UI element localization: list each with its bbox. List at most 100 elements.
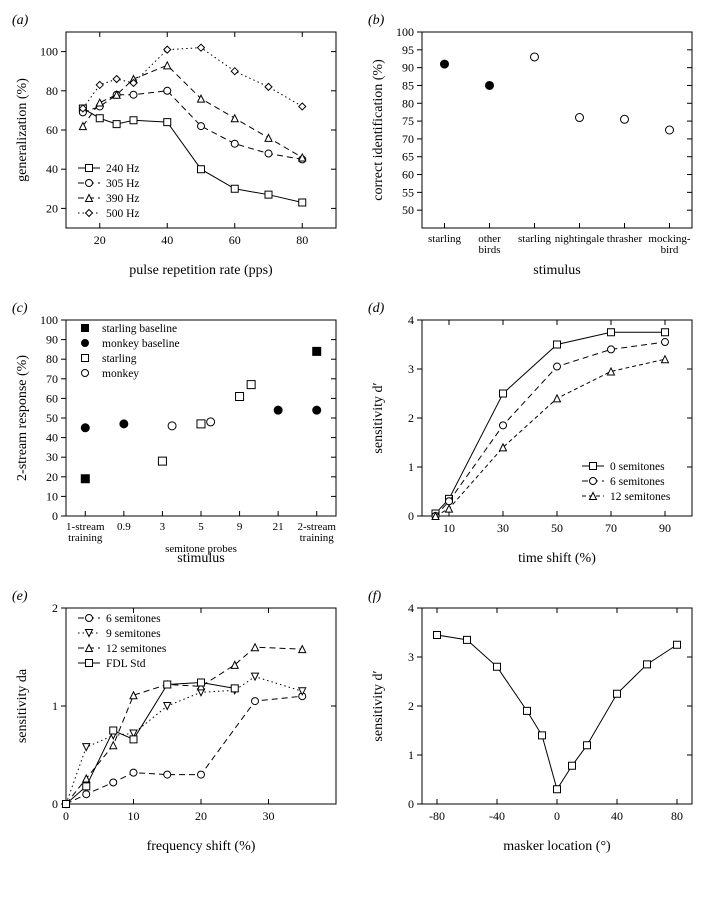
svg-text:training: training [300, 532, 335, 544]
svg-text:90: 90 [46, 333, 58, 347]
svg-text:90: 90 [659, 521, 671, 535]
svg-text:training: training [68, 532, 103, 544]
svg-text:500 Hz: 500 Hz [106, 208, 140, 220]
panel-b: (b)50556065707580859095100starlingotherb… [366, 10, 702, 280]
svg-text:80: 80 [46, 352, 58, 366]
svg-text:70: 70 [605, 521, 617, 535]
svg-text:0: 0 [63, 809, 69, 823]
svg-text:(a): (a) [12, 13, 29, 28]
svg-text:starling baseline: starling baseline [102, 323, 177, 335]
svg-text:240 Hz: 240 Hz [106, 163, 140, 175]
svg-text:100: 100 [40, 45, 58, 59]
svg-text:0.9: 0.9 [117, 521, 131, 533]
svg-text:40: 40 [611, 809, 623, 823]
svg-text:390 Hz: 390 Hz [106, 193, 140, 205]
svg-text:0: 0 [408, 509, 414, 523]
svg-text:1: 1 [408, 748, 414, 762]
svg-text:(d): (d) [368, 301, 385, 316]
svg-text:-40: -40 [489, 809, 505, 823]
svg-text:70: 70 [402, 132, 414, 146]
svg-text:3: 3 [408, 362, 414, 376]
svg-text:10: 10 [128, 809, 140, 823]
svg-text:50: 50 [46, 411, 58, 425]
svg-text:30: 30 [497, 521, 509, 535]
panel-c: (c)01020304050607080901001-streamtrainin… [10, 298, 346, 568]
svg-text:21: 21 [273, 521, 284, 533]
svg-text:20: 20 [46, 201, 58, 215]
svg-text:0: 0 [52, 797, 58, 811]
svg-text:100: 100 [40, 313, 58, 327]
panel-d: (d)012341030507090time shift (%)sensitiv… [366, 298, 702, 568]
svg-text:sensitivity d′: sensitivity d′ [371, 670, 386, 741]
svg-text:60: 60 [46, 391, 58, 405]
svg-text:50: 50 [551, 521, 563, 535]
svg-text:50: 50 [402, 203, 414, 217]
svg-text:-80: -80 [429, 809, 445, 823]
svg-text:60: 60 [46, 123, 58, 137]
svg-text:0: 0 [554, 809, 560, 823]
svg-text:nightingale: nightingale [555, 233, 605, 245]
svg-text:40: 40 [161, 233, 173, 247]
svg-text:correct identification (%): correct identification (%) [371, 59, 386, 201]
svg-text:0: 0 [52, 509, 58, 523]
svg-text:20: 20 [94, 233, 106, 247]
svg-text:4: 4 [408, 601, 414, 615]
svg-text:60: 60 [229, 233, 241, 247]
svg-text:12 semitones: 12 semitones [610, 491, 671, 503]
figure-grid: (a)2040608010020406080pulse repetition r… [10, 10, 702, 856]
svg-text:FDL Std: FDL Std [106, 658, 146, 670]
svg-text:80: 80 [402, 96, 414, 110]
svg-text:100: 100 [396, 25, 414, 39]
svg-text:9: 9 [237, 521, 243, 533]
svg-text:starling: starling [102, 353, 137, 365]
svg-text:1: 1 [52, 699, 58, 713]
svg-text:30: 30 [263, 809, 275, 823]
svg-text:semitone probes: semitone probes [165, 543, 237, 555]
svg-text:30: 30 [46, 450, 58, 464]
svg-text:2: 2 [408, 411, 414, 425]
svg-text:2: 2 [52, 601, 58, 615]
svg-text:thrasher: thrasher [607, 233, 643, 245]
svg-text:masker location (°): masker location (°) [503, 839, 611, 854]
svg-text:3: 3 [408, 650, 414, 664]
svg-text:2: 2 [408, 699, 414, 713]
svg-text:5: 5 [198, 521, 204, 533]
svg-text:starling: starling [518, 233, 551, 245]
svg-text:9 semitones: 9 semitones [106, 628, 161, 640]
svg-text:305 Hz: 305 Hz [106, 178, 140, 190]
svg-text:10: 10 [46, 489, 58, 503]
svg-text:(f): (f) [368, 589, 382, 604]
svg-text:0: 0 [408, 797, 414, 811]
svg-text:(e): (e) [12, 589, 28, 604]
svg-text:2-stream response (%): 2-stream response (%) [15, 355, 30, 481]
svg-text:75: 75 [402, 114, 414, 128]
svg-text:20: 20 [46, 470, 58, 484]
svg-text:12 semitones: 12 semitones [106, 643, 167, 655]
svg-text:0 semitones: 0 semitones [610, 461, 665, 473]
svg-text:4: 4 [408, 313, 414, 327]
svg-text:95: 95 [402, 43, 414, 57]
svg-text:10: 10 [443, 521, 455, 535]
svg-text:80: 80 [46, 84, 58, 98]
svg-text:(c): (c) [12, 301, 28, 316]
svg-text:90: 90 [402, 61, 414, 75]
svg-text:80: 80 [671, 809, 683, 823]
svg-text:monkey: monkey [102, 368, 139, 380]
svg-text:pulse repetition rate (pps): pulse repetition rate (pps) [129, 263, 273, 278]
svg-text:85: 85 [402, 78, 414, 92]
svg-text:(b): (b) [368, 13, 385, 28]
panel-e: (e)0120102030frequency shift (%)sensitiv… [10, 586, 346, 856]
svg-text:sensitivity da: sensitivity da [15, 668, 30, 743]
svg-text:65: 65 [402, 150, 414, 164]
svg-text:6 semitones: 6 semitones [610, 476, 665, 488]
svg-text:sensitivity d′: sensitivity d′ [371, 382, 386, 453]
svg-text:starling: starling [428, 233, 461, 245]
svg-text:40: 40 [46, 162, 58, 176]
svg-text:stimulus: stimulus [533, 263, 580, 278]
svg-text:80: 80 [296, 233, 308, 247]
svg-text:55: 55 [402, 185, 414, 199]
svg-text:bird: bird [661, 244, 679, 256]
svg-text:70: 70 [46, 372, 58, 386]
svg-text:generalization (%): generalization (%) [15, 78, 30, 182]
svg-text:1: 1 [408, 460, 414, 474]
